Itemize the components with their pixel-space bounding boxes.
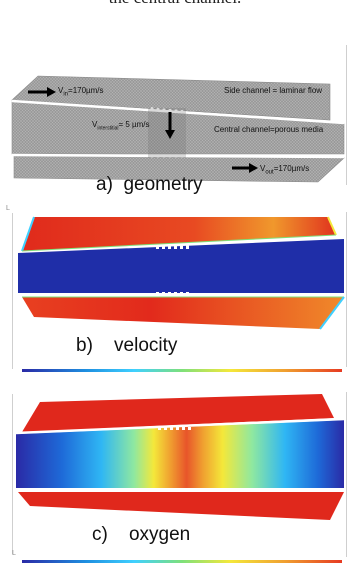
top-side-channel	[11, 75, 331, 121]
top-pore-dots	[150, 107, 184, 114]
oxygen-colorbar	[22, 560, 342, 563]
oxygen-frame-left	[12, 394, 13, 554]
side-channel-text: Side channel = laminar flow	[224, 86, 323, 95]
velocity-bottom-pores	[156, 292, 189, 296]
oxygen-bottom-pores	[158, 489, 191, 492]
geometry-diagram	[11, 75, 345, 183]
oxygen-field	[15, 394, 345, 563]
oxygen-frame-right	[346, 392, 347, 557]
geometry-panel: Vin=170µm/s Side channel = laminar flow …	[0, 40, 350, 200]
velocity-frame-left	[12, 213, 13, 369]
oxygen-central-channel	[16, 420, 344, 488]
velocity-caption: b) velocity	[76, 335, 178, 356]
velocity-frame-right	[346, 212, 347, 367]
oxygen-panel: L	[0, 390, 350, 564]
geometry-frame-line	[346, 45, 347, 185]
velocity-field	[18, 216, 345, 372]
oxygen-bottom-channel	[18, 492, 344, 520]
velocity-top-pores	[156, 245, 189, 249]
geometry-caption: a) geometry	[96, 174, 203, 195]
oxygen-caption: c) oxygen	[92, 524, 191, 545]
central-channel-text: Central channel=porous media	[214, 125, 324, 134]
down-arrow-icon	[165, 112, 175, 139]
inlet-arrow-icon	[28, 87, 56, 97]
velocity-colorbar	[22, 369, 342, 372]
v-in-label: Vin=170µm/s	[58, 86, 104, 98]
velocity-top-channel	[22, 217, 336, 251]
velocity-bottom-channel	[22, 297, 344, 329]
velocity-central-channel	[18, 239, 344, 293]
velocity-panel: L	[0, 205, 350, 375]
oxygen-frame-mark: L	[12, 550, 16, 557]
oxygen-top-pores	[158, 427, 191, 430]
bottom-pore-dots	[150, 154, 184, 158]
oxygen-top-channel	[22, 394, 334, 432]
outlet-arrow-icon	[232, 163, 258, 173]
velocity-frame-mark: L	[6, 205, 10, 212]
v-interstitial-label: Vinterstitial= 5 µm/s	[92, 120, 150, 132]
v-out-label: Vout=170µm/s	[260, 164, 310, 176]
intro-caption: the central channel.	[0, 0, 350, 14]
